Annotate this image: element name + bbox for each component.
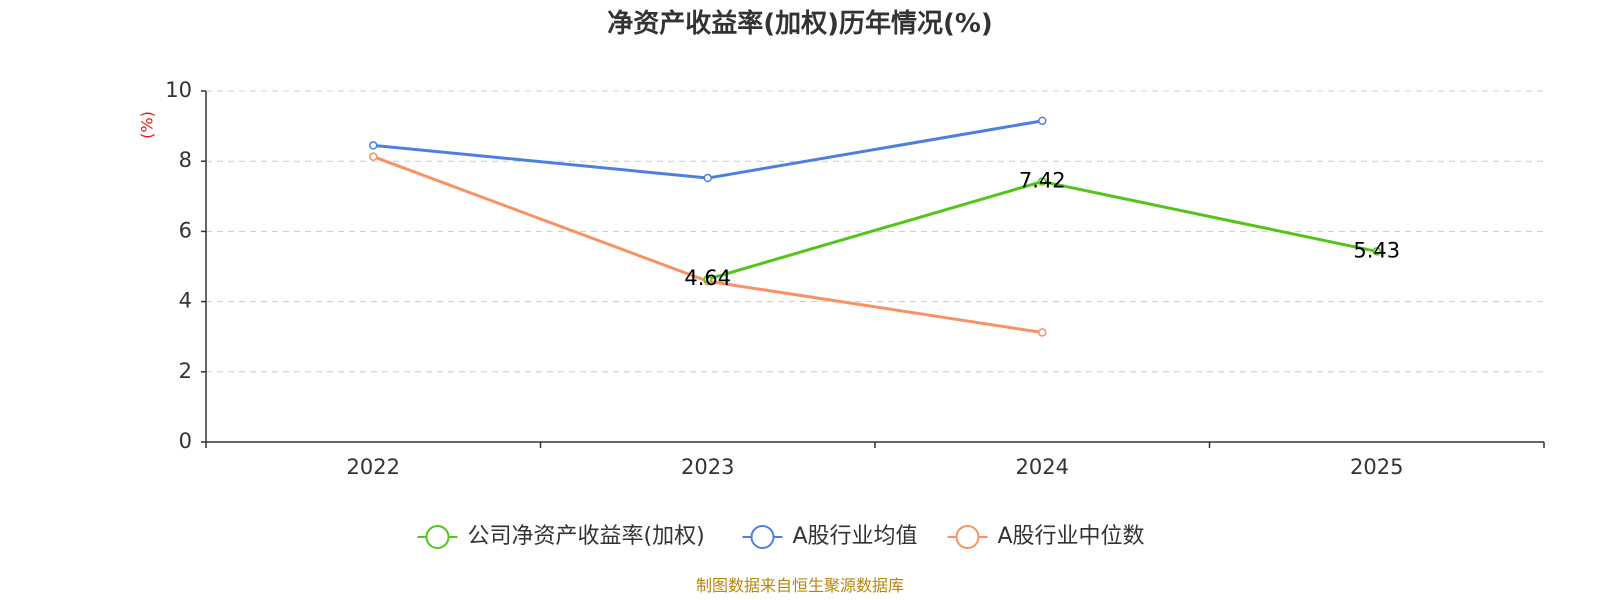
data-point-median[interactable] (369, 152, 378, 161)
series-company (703, 177, 1381, 284)
x-tick-label: 2022 (347, 455, 400, 479)
data-point-avg[interactable] (369, 141, 378, 150)
legend-label: A股行业中位数 (998, 524, 1145, 549)
data-point-median[interactable] (1038, 328, 1047, 337)
series-line-median (372, 155, 1043, 334)
series-avg (369, 116, 1047, 183)
legend-item-avg[interactable]: A股行业均值 (742, 524, 918, 549)
axes: 0 2 4 6 8 10 2022 2023 2024 2025 (165, 78, 1545, 479)
series-line-avg (373, 119, 1043, 180)
legend-label: 公司净资产收益率(加权) (468, 524, 705, 549)
legend-item-median[interactable]: A股行业中位数 (947, 524, 1145, 549)
x-tick-label: 2023 (681, 455, 734, 479)
data-label: 7.42 (1019, 169, 1066, 193)
y-tick-label: 2 (179, 359, 192, 383)
chart-title: 净资产收益率(加权)历年情况(%) (607, 9, 993, 39)
source-note: 制图数据来自恒生聚源数据库 (695, 576, 904, 595)
data-point-company[interactable] (1372, 247, 1381, 256)
legend-item-company[interactable]: 公司净资产收益率(加权) (417, 524, 705, 549)
legend[interactable]: 公司净资产收益率(加权) A股行业均值 A股行业中位数 (417, 524, 1145, 549)
grid-lines (206, 90, 1544, 373)
legend-marker-icon (955, 525, 980, 549)
x-tick-label: 2025 (1350, 455, 1403, 479)
y-tick-label: 6 (179, 218, 192, 242)
y-tick-label: 0 (179, 429, 192, 453)
data-point-company[interactable] (1038, 177, 1047, 186)
y-axis-unit-label: (%) (138, 111, 157, 139)
data-label: 5.43 (1353, 238, 1400, 262)
data-label: 4.64 (684, 266, 731, 290)
series-line-company (707, 180, 1378, 281)
legend-marker-icon (425, 525, 450, 549)
legend-marker-icon (750, 525, 775, 549)
y-tick-label: 10 (165, 78, 192, 102)
data-point-avg[interactable] (1038, 116, 1047, 126)
x-tick-label: 2024 (1016, 455, 1069, 479)
data-point-company[interactable] (703, 274, 712, 284)
data-labels: 4.64 7.42 5.43 (684, 169, 1400, 291)
y-tick-label: 4 (179, 289, 192, 313)
data-point-avg[interactable] (703, 173, 712, 183)
y-tick-label: 8 (179, 148, 192, 172)
series (369, 116, 1381, 337)
legend-label: A股行业均值 (793, 524, 918, 549)
